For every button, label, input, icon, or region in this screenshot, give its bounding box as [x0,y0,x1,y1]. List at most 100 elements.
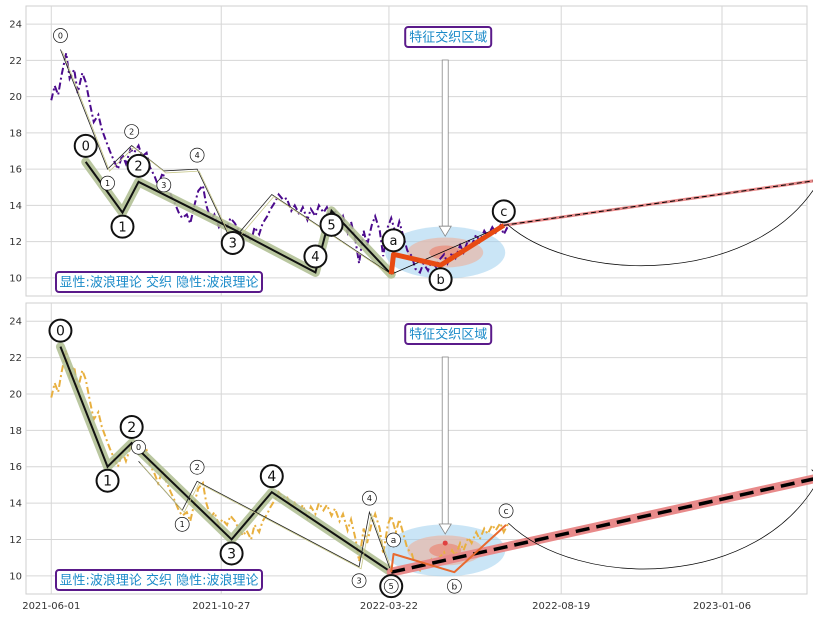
primary-wave-label: 1 [103,474,112,490]
primary-wave-label: 2 [134,159,142,174]
y-tick-label: 24 [9,20,22,31]
secondary-wave-label: 4 [195,151,200,160]
primary-wave-label-circle [95,468,120,493]
projection-dashed-line [503,180,813,226]
secondary-wave-label-circle [124,124,140,139]
x-tick-label: 2022-08-19 [532,601,590,612]
y-tick-label: 18 [9,128,22,139]
y-tick-label: 24 [9,317,22,328]
annotation-arrow-head [438,225,452,237]
footer-text: 显性:波浪理论 交织 隐性:波浪理论 [59,275,258,291]
primary-wave-label-circle [319,212,344,237]
secondary-wave-label: 1 [180,520,185,529]
secondary-wave-label-circle [362,490,377,506]
primary-wave-label: 5 [327,218,335,233]
primary-wave-label: 0 [56,324,65,340]
abc-wave-label-circle [498,503,514,519]
primary-wave-label: 3 [227,546,236,562]
primary-wave-label: 3 [229,237,237,252]
y-tick-label: 12 [9,535,22,546]
secondary-wave-label: 1 [105,179,110,188]
primary-wave-label-circle [119,415,144,440]
secondary-wave-label: 2 [129,127,134,136]
footer-text: 显性:波浪理论 交织 隐性:波浪理论 [59,573,258,589]
y-tick-label: 10 [9,571,22,582]
annotation-box [404,323,493,345]
primary-wave-label-circle [73,133,98,158]
secondary-wave-label: 3 [161,181,166,190]
primary-wave-label-circle [303,244,328,269]
secondary-wave-line [60,49,392,275]
primary-wave-label: 4 [311,250,319,265]
y-tick-label: 22 [9,353,22,364]
secondary-wave-label: 3 [357,577,362,586]
secondary-wave-label-circle [189,147,205,163]
secondary-wave-label: 0 [58,31,63,40]
footer-box [55,271,263,293]
projection-dashed-line [390,477,813,574]
abc-baseline [391,224,504,275]
x-tick-label: 2021-06-01 [22,601,80,612]
primary-wave-label-circle [259,464,284,489]
abc-wave-label: c [504,507,509,517]
primary-wave-line [59,346,392,574]
abc-wave-label-circle [491,199,516,224]
abc-wave-label: b [436,273,444,288]
primary-wave-label: 0 [82,140,90,155]
abc-wave-label: a [390,234,398,249]
y-tick-label: 18 [9,426,22,437]
abc-wave-label: c [500,205,507,220]
zone-center-dot [442,540,448,546]
secondary-wave-label-circle [100,175,115,191]
annotation-text: 特征交织区域 [409,327,487,343]
secondary-wave-label-circle [189,459,205,475]
secondary-wave-label-circle [383,578,399,594]
abc-wave-label-circle [447,578,462,594]
projection-curve [508,487,813,570]
primary-wave-label: 4 [267,469,276,485]
footer-box [55,569,263,591]
y-tick-label: 14 [9,499,22,510]
price-line [50,52,510,275]
abc-wave-line [388,223,506,275]
abc-wave-label-circle [381,228,406,253]
secondary-wave-label: 0 [136,443,141,452]
primary-wave-label-circle [126,153,151,178]
primary-wave-label-circle [110,214,135,239]
y-tick-label: 20 [9,389,22,400]
secondary-wave-label-circle [351,573,367,589]
primary-wave-label-circle [48,318,73,343]
secondary-wave-label: 2 [195,463,200,472]
primary-wave-label-circle [220,230,245,255]
annotation-text: 特征交织区域 [409,30,487,46]
abc-wave-label-circle [386,532,401,548]
secondary-wave-label-circle [53,28,68,43]
x-tick-label: 2023-01-06 [693,601,751,612]
panel-top: 101214161820222401234501234abc特征交织区域显性:波… [9,5,813,297]
y-tick-label: 12 [9,237,22,248]
primary-wave-label-circle [219,541,244,566]
primary-wave-label: 1 [118,220,126,235]
secondary-wave-label: 5 [389,582,394,591]
annotation-box [404,26,493,48]
x-tick-label: 2022-03-22 [360,601,418,612]
secondary-wave-label-circle [156,177,172,193]
projection-curve [508,189,813,266]
x-tick-label: 2021-10-27 [192,601,250,612]
abc-wave-label: a [391,536,397,546]
primary-wave-label: 2 [127,420,136,436]
annotation-arrow-shaft [441,59,449,227]
y-tick-label: 20 [9,92,22,103]
annotation-arrow-head [438,523,452,535]
secondary-wave-line-shadow [62,51,394,277]
primary-wave-line [84,161,392,275]
abc-wave-label: b [452,582,458,592]
abc-wave-line [390,524,507,574]
secondary-wave-line-shadow [140,462,394,575]
annotation-arrow-shaft [441,356,449,525]
y-tick-label: 16 [9,462,22,473]
y-tick-label: 14 [9,201,22,212]
secondary-wave-label-circle [174,516,190,532]
